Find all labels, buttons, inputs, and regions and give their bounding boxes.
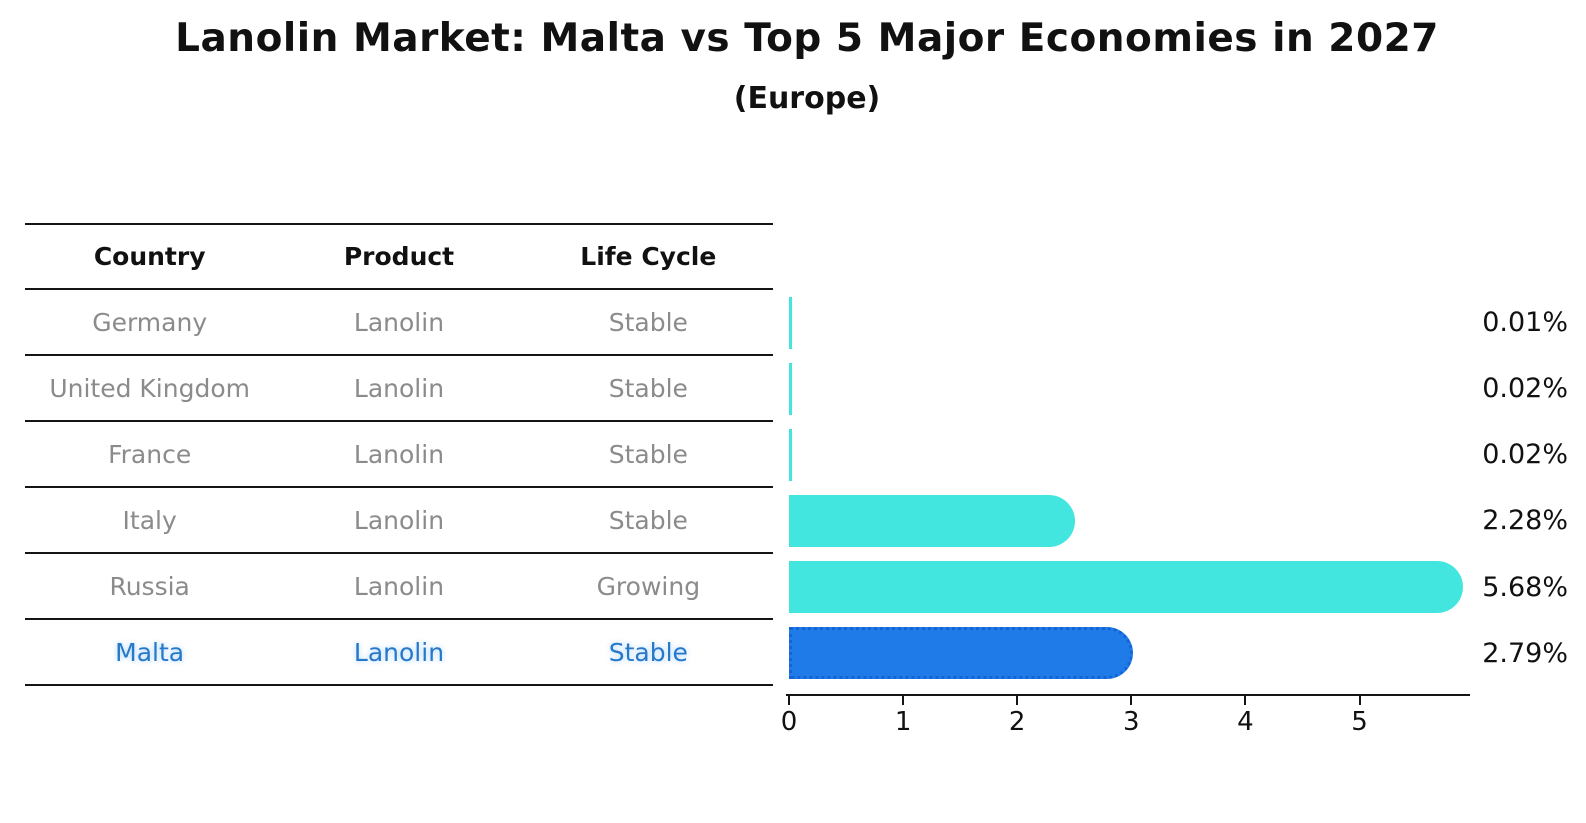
bar-russia [789, 561, 1464, 613]
column-header-country: Country [93, 242, 206, 271]
country-cell: Russia [109, 571, 190, 601]
country-table: Country Product Life Cycle Germany Lanol… [25, 223, 773, 686]
x-axis-tick-label: 1 [894, 707, 912, 737]
product-cell: Lanolin [353, 373, 445, 403]
x-axis-tick [1130, 696, 1133, 705]
life-cycle-cell: Stable [608, 637, 688, 667]
bar-value-label: 2.28% [1482, 505, 1568, 536]
x-axis-tick [902, 696, 905, 705]
column-header-life-cycle: Life Cycle [580, 242, 717, 271]
x-axis-tick-label: 0 [780, 707, 798, 737]
x-axis-line [786, 694, 1470, 696]
product-cell: Lanolin [353, 505, 445, 535]
bar-value-label: 0.02% [1482, 439, 1568, 470]
table-row-germany: Germany Lanolin Stable [25, 290, 773, 356]
x-axis-tick [1358, 696, 1361, 705]
product-cell: Lanolin [353, 637, 445, 667]
country-cell: Italy [122, 505, 177, 535]
product-cell: Lanolin [353, 439, 445, 469]
life-cycle-cell: Stable [608, 373, 688, 403]
country-cell: Malta [115, 637, 185, 667]
product-cell: Lanolin [353, 307, 445, 337]
x-axis-tick-label: 3 [1123, 707, 1140, 737]
life-cycle-cell: Growing [596, 571, 701, 601]
x-axis-tick [788, 696, 790, 705]
x-axis-tick [1016, 696, 1019, 705]
x-axis-tick-label: 5 [1351, 707, 1368, 737]
table-header-row: Country Product Life Cycle [25, 223, 773, 290]
table-row-malta: Malta Lanolin Stable [25, 620, 773, 686]
x-axis-tick-label: 4 [1237, 707, 1254, 737]
bar-value-label: 5.68% [1482, 572, 1568, 603]
country-cell: United Kingdom [49, 373, 250, 403]
bar-malta [789, 627, 1134, 679]
table-row-italy: Italy Lanolin Stable [25, 488, 773, 554]
bar-france [789, 429, 792, 481]
bar-value-label: 0.02% [1482, 373, 1568, 404]
bar-germany [789, 297, 792, 349]
column-header-product: Product [343, 242, 455, 271]
life-cycle-cell: Stable [608, 439, 688, 469]
table-row-united-kingdom: United Kingdom Lanolin Stable [25, 356, 773, 422]
table-row-russia: Russia Lanolin Growing [25, 554, 773, 620]
bar-italy [789, 495, 1076, 547]
product-cell: Lanolin [353, 571, 445, 601]
x-axis-tick [1244, 696, 1247, 705]
country-cell: Germany [92, 307, 208, 337]
x-axis-tick-label: 2 [1008, 707, 1026, 737]
bar-value-label: 2.79% [1482, 638, 1568, 669]
life-cycle-cell: Stable [608, 505, 688, 535]
bar-value-label: 0.01% [1482, 307, 1568, 338]
life-cycle-cell: Stable [608, 307, 688, 337]
country-cell: France [108, 439, 192, 469]
chart-subtitle: (Europe) [733, 81, 881, 116]
chart-title: Lanolin Market: Malta vs Top 5 Major Eco… [175, 16, 1439, 61]
table-row-france: France Lanolin Stable [25, 422, 773, 488]
bar-united-kingdom [789, 363, 792, 415]
